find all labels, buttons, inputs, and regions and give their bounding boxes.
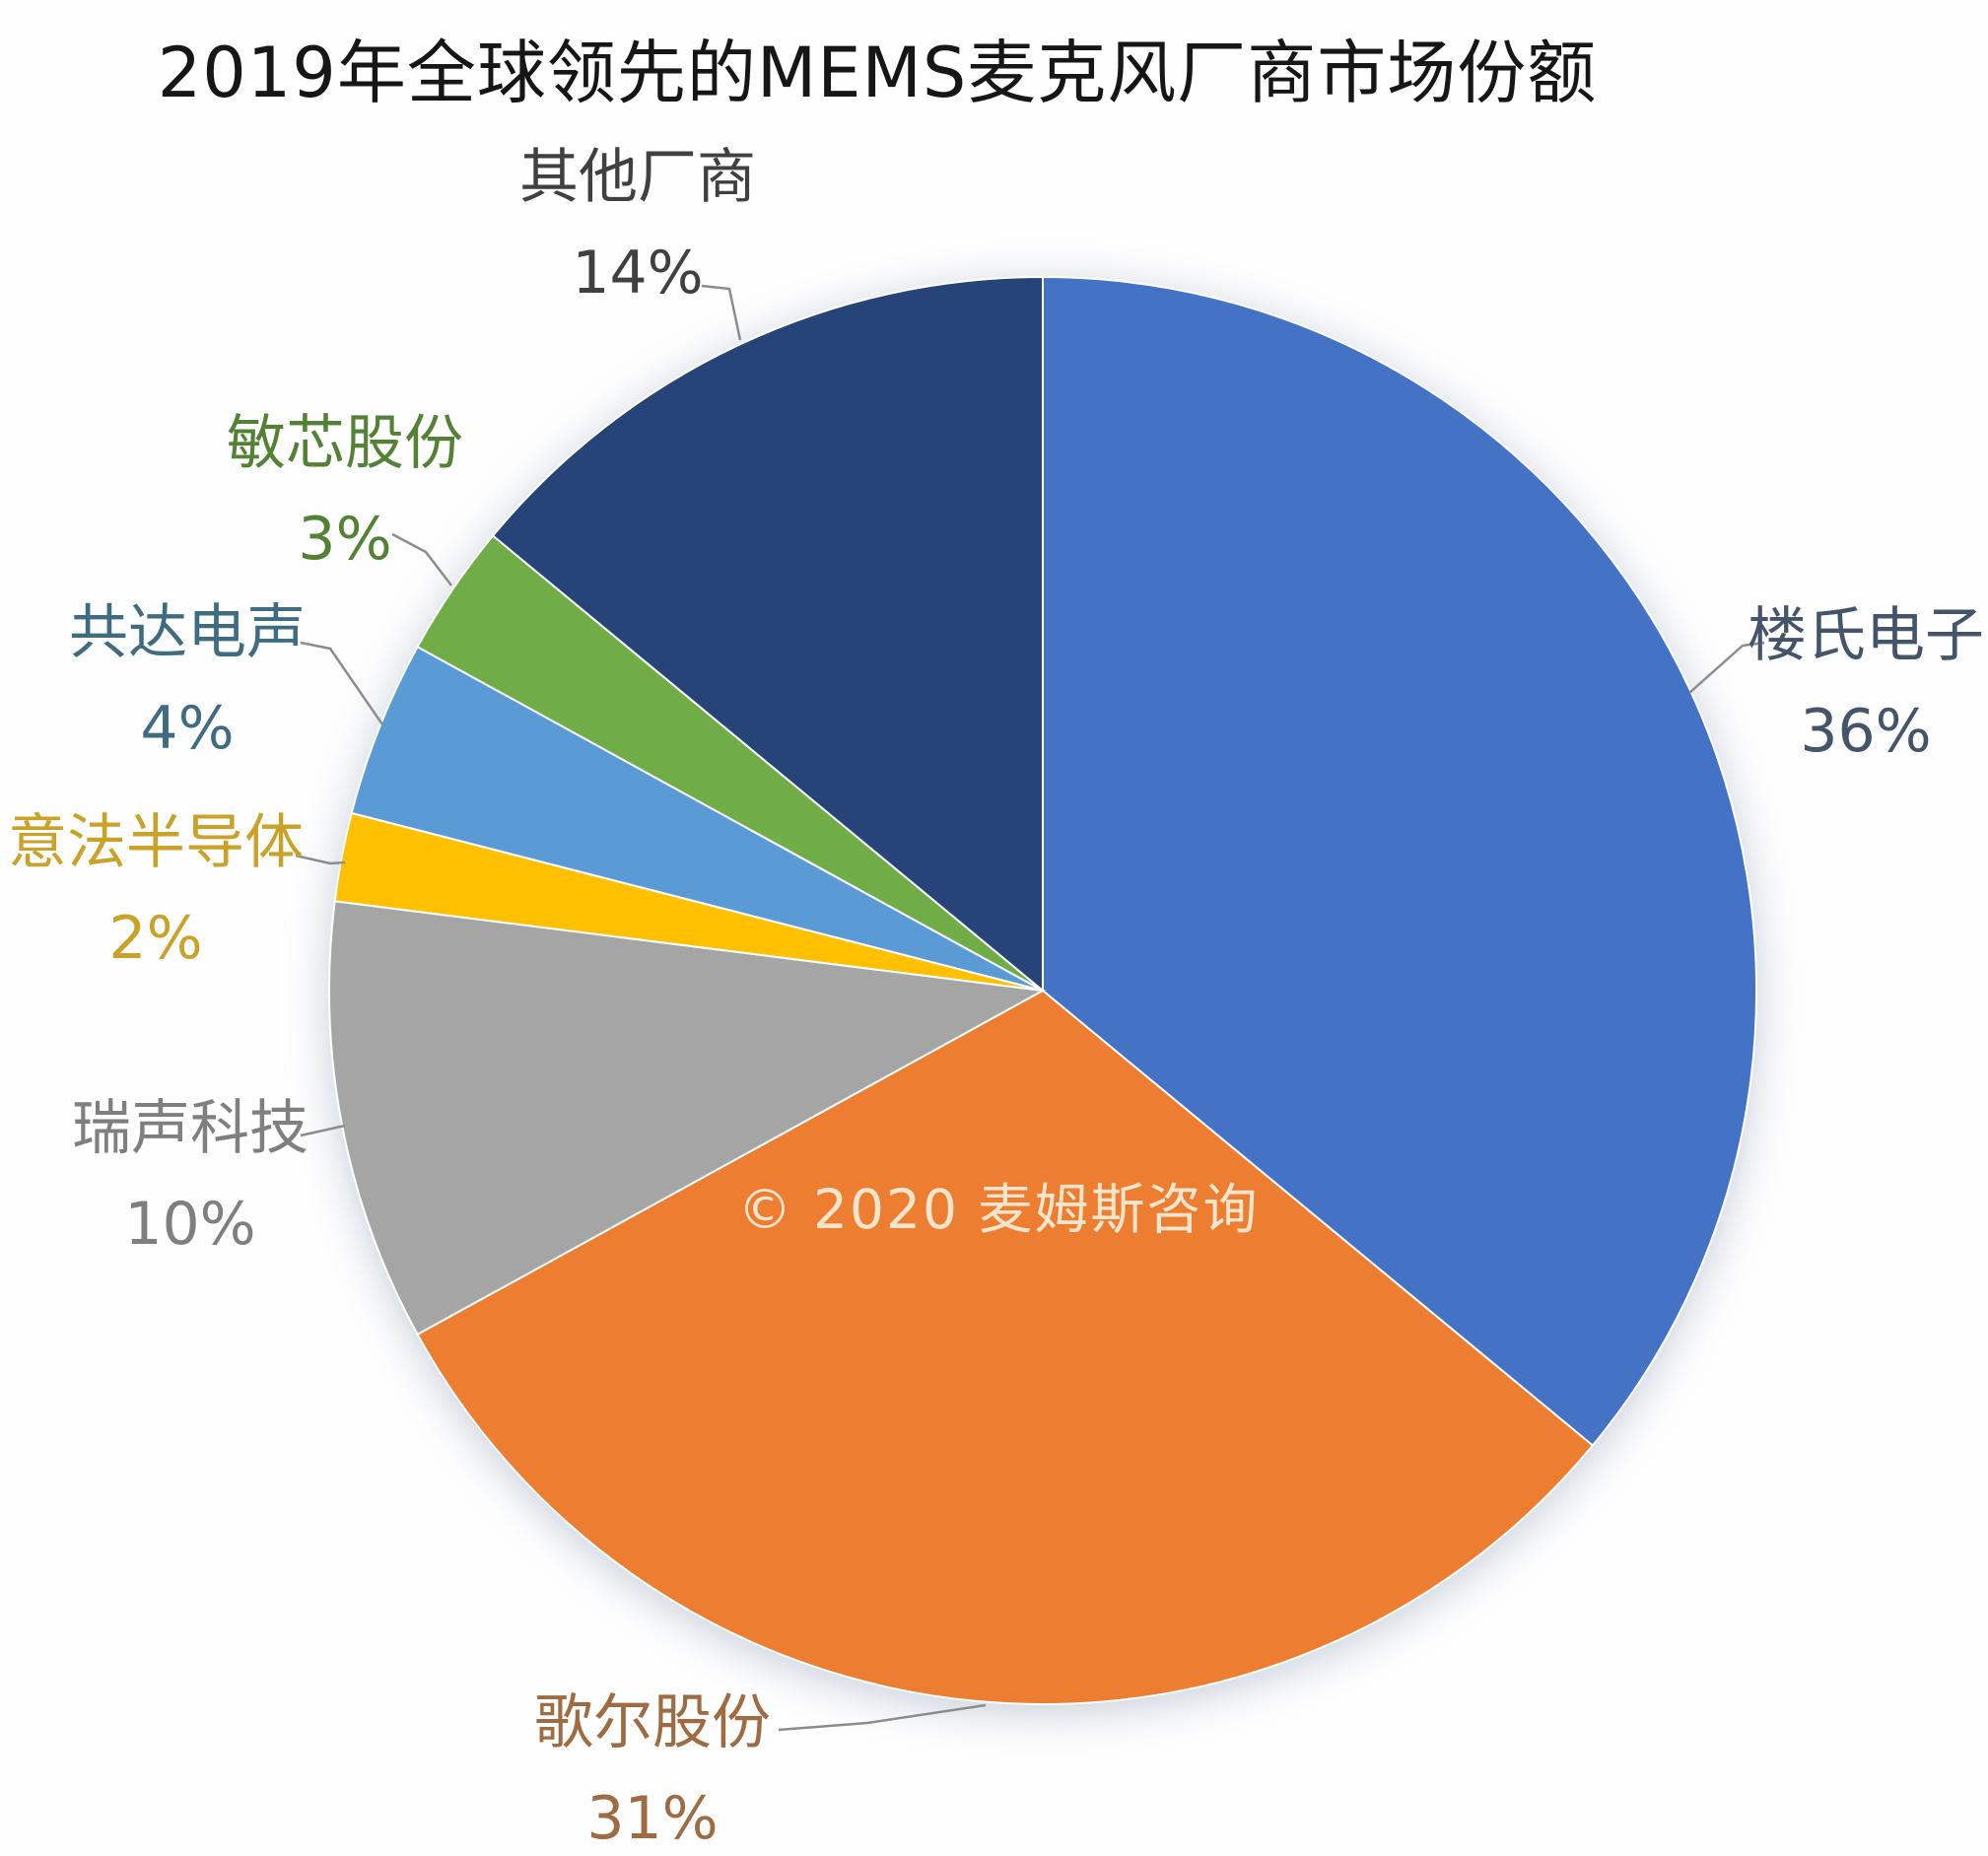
pie-slice-goertek [416, 989, 1595, 1705]
copyright-watermark: © 2020 麦姆斯咨询 [737, 1178, 1260, 1241]
leader-line-knowles [1688, 641, 1765, 694]
slice-label-st: 意法半导体 2% [8, 795, 304, 987]
slice-label-others: 其他厂商 14% [519, 130, 756, 321]
slice-name: 敏芯股份 [227, 409, 463, 478]
pie-slices-group [328, 275, 1758, 1705]
leader-line-gongda [300, 641, 384, 725]
slice-name: 瑞声科技 [72, 1094, 308, 1163]
slice-percent: 4% [140, 694, 235, 763]
pie-slice-others [491, 275, 1044, 994]
leader-line-st [295, 854, 346, 865]
slice-label-memsensing: 敏芯股份 3% [227, 396, 463, 587]
pie-slice-aac [328, 900, 1047, 1337]
slice-label-goertek: 歌尔股份 31% [534, 1676, 771, 1856]
chart-title: 2019年全球领先的MEMS麦克风厂商市场份额 [157, 33, 1598, 113]
leader-line-others [701, 284, 742, 341]
pie-slice-knowles [1042, 275, 1758, 1447]
slice-name: 意法半导体 [8, 808, 304, 877]
slice-label-knowles: 楼氏电子 36% [1748, 588, 1984, 780]
slice-label-aac: 瑞声科技 10% [72, 1081, 308, 1272]
leader-line-goertek [778, 1703, 987, 1732]
slice-name: 共达电声 [69, 598, 306, 667]
slice-percent: 10% [124, 1190, 256, 1259]
slice-name: 歌尔股份 [534, 1688, 771, 1757]
pie-slice-gongda [350, 645, 1044, 992]
slice-percent: 14% [572, 239, 704, 308]
slice-percent: 3% [298, 505, 392, 574]
slice-percent: 31% [586, 1784, 719, 1853]
slice-percent: 36% [1800, 697, 1932, 766]
leader-line-aac [300, 1124, 346, 1137]
slice-percent: 2% [108, 904, 203, 973]
leader-lines-group [295, 284, 1765, 1732]
slice-label-gongda: 共达电声 4% [69, 585, 306, 777]
slice-name: 楼氏电子 [1748, 601, 1984, 670]
slice-name: 其他厂商 [519, 143, 756, 212]
leader-line-memsensing [391, 532, 452, 586]
